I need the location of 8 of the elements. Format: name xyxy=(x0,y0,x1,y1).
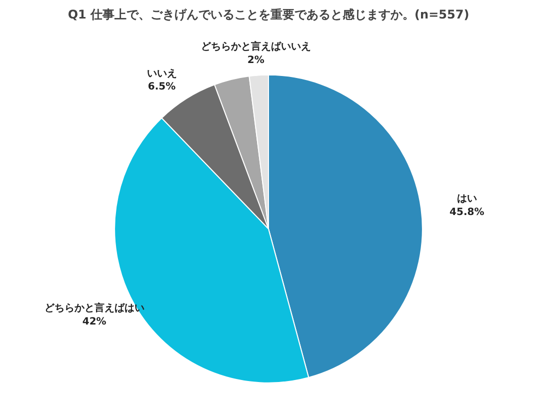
data-label: 42% xyxy=(82,316,106,328)
data-label: 45.8% xyxy=(450,206,484,218)
slice-label: はい xyxy=(456,194,477,205)
chart-title: Q1 仕事上で、ごきげんでいることを重要であると感じますか。(n=557) xyxy=(68,8,470,22)
data-label: 2% xyxy=(247,54,264,66)
data-label: 6.5% xyxy=(148,82,176,93)
slice-label: いいえ xyxy=(146,68,177,80)
slice-label: どちらかと言えばいいえ xyxy=(200,40,311,53)
